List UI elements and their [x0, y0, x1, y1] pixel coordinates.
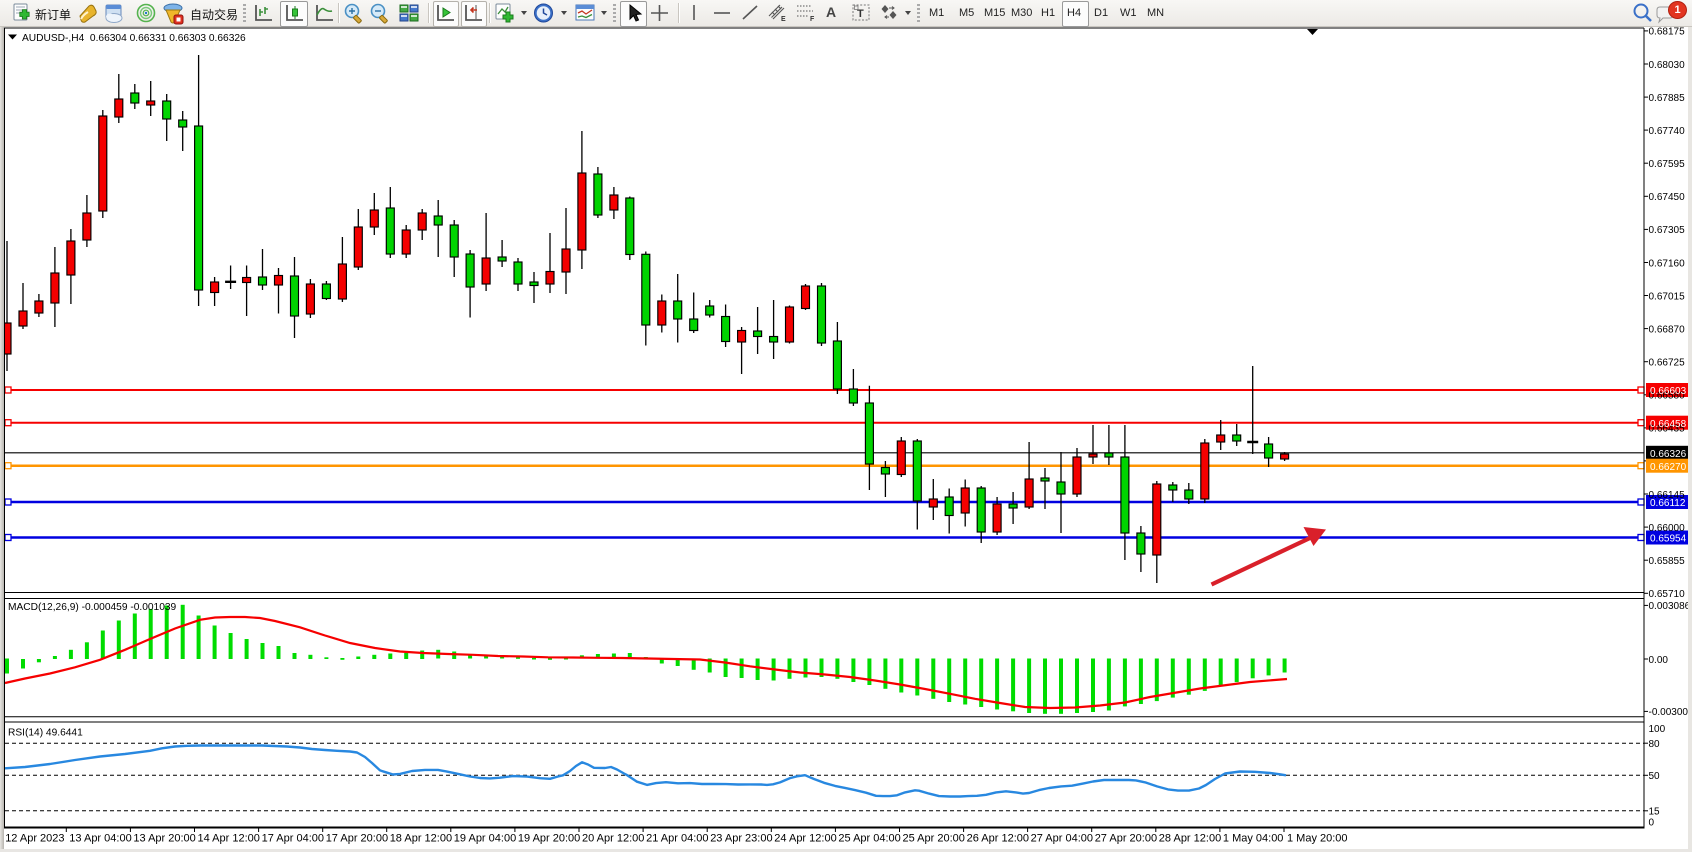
svg-text:19 Apr 04:00: 19 Apr 04:00 — [454, 833, 516, 845]
svg-text:28 Apr 12:00: 28 Apr 12:00 — [1159, 833, 1221, 845]
svg-text:0.66326: 0.66326 — [1650, 449, 1687, 460]
svg-text:RSI(14) 49.6441: RSI(14) 49.6441 — [8, 728, 83, 739]
svg-text:24 Apr 12:00: 24 Apr 12:00 — [774, 833, 836, 845]
svg-text:0.67740: 0.67740 — [1649, 126, 1686, 137]
svg-text:0.67305: 0.67305 — [1649, 225, 1686, 236]
svg-text:0.66603: 0.66603 — [1650, 386, 1687, 397]
svg-text:0: 0 — [1649, 818, 1655, 829]
svg-text:19 Apr 20:00: 19 Apr 20:00 — [518, 833, 580, 845]
svg-text:15: 15 — [1649, 807, 1661, 818]
svg-text:0.66145: 0.66145 — [1649, 490, 1686, 501]
svg-text:14 Apr 12:00: 14 Apr 12:00 — [198, 833, 260, 845]
svg-text:18 Apr 12:00: 18 Apr 12:00 — [390, 833, 452, 845]
svg-text:25 Apr 20:00: 25 Apr 20:00 — [903, 833, 965, 845]
svg-text:0.68175: 0.68175 — [1649, 27, 1686, 38]
svg-text:0.003086: 0.003086 — [1649, 601, 1691, 612]
svg-text:0.66580: 0.66580 — [1649, 391, 1686, 402]
svg-text:0.66458: 0.66458 — [1650, 419, 1687, 430]
svg-text:17 Apr 04:00: 17 Apr 04:00 — [262, 833, 324, 845]
svg-text:0.66435: 0.66435 — [1649, 424, 1686, 435]
svg-text:MACD(12,26,9) -0.000459 -0.001: MACD(12,26,9) -0.000459 -0.001039 — [8, 602, 177, 613]
svg-text:0.67160: 0.67160 — [1649, 258, 1686, 269]
svg-text:0.67450: 0.67450 — [1649, 192, 1686, 203]
svg-text:1 May 20:00: 1 May 20:00 — [1287, 833, 1348, 845]
svg-text:0.66112: 0.66112 — [1650, 498, 1686, 509]
svg-text:0.68030: 0.68030 — [1649, 60, 1686, 71]
svg-text:0.65710: 0.65710 — [1649, 589, 1686, 600]
svg-text:100: 100 — [1649, 724, 1666, 735]
svg-text:0.66725: 0.66725 — [1649, 358, 1686, 369]
svg-text:T: T — [857, 8, 864, 20]
svg-text:AUDUSD-,H4 0.66304 0.66331 0.: AUDUSD-,H4 0.66304 0.66331 0.66303 0.663… — [22, 33, 246, 44]
svg-text:17 Apr 20:00: 17 Apr 20:00 — [326, 833, 388, 845]
svg-text:21 Apr 04:00: 21 Apr 04:00 — [646, 833, 708, 845]
svg-text:F: F — [810, 16, 815, 23]
svg-text:20 Apr 12:00: 20 Apr 12:00 — [582, 833, 644, 845]
svg-text:12 Apr 2023: 12 Apr 2023 — [5, 833, 64, 845]
svg-text:0.67885: 0.67885 — [1649, 93, 1686, 104]
svg-text:0.66000: 0.66000 — [1649, 523, 1686, 534]
svg-text:E: E — [781, 16, 786, 23]
svg-text:26 Apr 12:00: 26 Apr 12:00 — [967, 833, 1029, 845]
svg-text:0.65855: 0.65855 — [1649, 556, 1686, 567]
svg-text:13 Apr 20:00: 13 Apr 20:00 — [133, 833, 195, 845]
svg-text:50: 50 — [1649, 771, 1661, 782]
svg-text:0.67595: 0.67595 — [1649, 159, 1686, 170]
svg-text:-0.003003: -0.003003 — [1649, 707, 1692, 718]
svg-text:13 Apr 04:00: 13 Apr 04:00 — [69, 833, 131, 845]
svg-text:0.66870: 0.66870 — [1649, 324, 1686, 335]
svg-text:0.67015: 0.67015 — [1649, 291, 1686, 302]
svg-text:0.00: 0.00 — [1649, 655, 1669, 666]
svg-text:80: 80 — [1649, 739, 1661, 750]
svg-text:23 Apr 23:00: 23 Apr 23:00 — [710, 833, 772, 845]
svg-text:1 May 04:00: 1 May 04:00 — [1223, 833, 1284, 845]
svg-text:27 Apr 20:00: 27 Apr 20:00 — [1095, 833, 1157, 845]
svg-text:25 Apr 04:00: 25 Apr 04:00 — [838, 833, 900, 845]
svg-text:27 Apr 04:00: 27 Apr 04:00 — [1031, 833, 1093, 845]
svg-text:0.66270: 0.66270 — [1650, 462, 1687, 473]
svg-text:0.65954: 0.65954 — [1650, 534, 1687, 545]
